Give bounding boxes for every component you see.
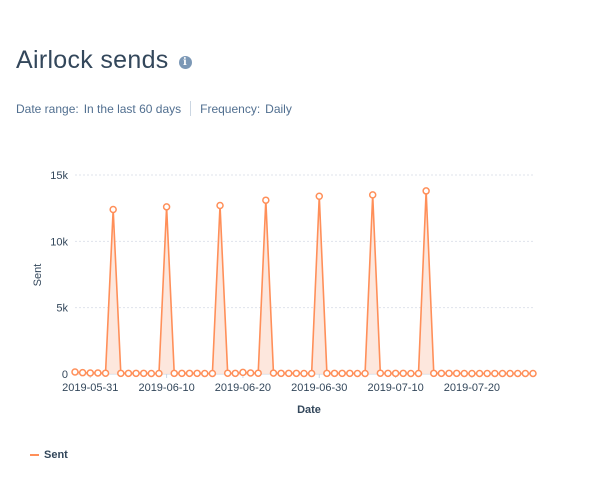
- y-tick-label: 15k: [50, 170, 68, 182]
- data-point: [262, 196, 270, 204]
- data-point: [231, 369, 240, 378]
- filter-divider: [190, 101, 192, 116]
- data-point: [368, 191, 377, 199]
- x-tick-label: 2019-07-10: [367, 382, 423, 394]
- data-point: [292, 369, 301, 378]
- data-point: [109, 205, 117, 214]
- data-point: [437, 369, 446, 378]
- data-point: [391, 369, 400, 378]
- data-point: [94, 369, 102, 377]
- data-point: [353, 369, 362, 378]
- data-point: [430, 369, 438, 378]
- data-point: [475, 369, 484, 378]
- data-point: [201, 369, 209, 378]
- title-text: Airlock sends: [16, 46, 169, 74]
- data-point: [208, 369, 217, 378]
- data-point: [185, 369, 194, 378]
- data-point: [361, 369, 369, 378]
- y-tick-label: 5k: [56, 303, 68, 315]
- data-point: [155, 369, 163, 378]
- data-point: [71, 368, 79, 376]
- data-point: [246, 369, 255, 377]
- data-point: [216, 201, 224, 210]
- data-point: [460, 369, 469, 378]
- data-point: [124, 369, 133, 378]
- y-axis-title: Sent: [32, 264, 44, 287]
- legend-swatch-sent: [30, 454, 39, 456]
- data-point: [468, 369, 476, 378]
- x-tick-label: 2019-06-30: [291, 382, 347, 394]
- data-point: [338, 369, 346, 378]
- series-line-sent: [74, 190, 533, 375]
- data-point: [147, 369, 156, 378]
- data-point: [277, 369, 285, 378]
- data-point: [254, 369, 262, 377]
- chart-legend: Sent: [30, 449, 68, 461]
- x-tick-label: 2019-05-31: [62, 382, 118, 394]
- data-point: [414, 369, 423, 378]
- data-point: [239, 368, 247, 377]
- data-point: [117, 369, 125, 378]
- date-range-label: Date range:: [16, 101, 79, 116]
- data-point: [162, 203, 171, 211]
- date-range-value[interactable]: In the last 60 days: [83, 101, 182, 116]
- data-point: [376, 369, 385, 377]
- info-icon[interactable]: i: [178, 56, 192, 69]
- frequency-value[interactable]: Daily: [265, 101, 292, 116]
- data-point: [521, 369, 530, 378]
- filter-bar: Date range: In the last 60 days Frequenc…: [16, 101, 292, 116]
- data-point: [223, 369, 232, 377]
- data-point: [330, 369, 339, 378]
- data-point: [452, 369, 461, 378]
- legend-label-sent[interactable]: Sent: [44, 449, 68, 461]
- data-point: [193, 369, 201, 378]
- y-tick-label: 0: [62, 369, 68, 381]
- data-point: [529, 369, 537, 378]
- frequency-label: Frequency:: [200, 101, 261, 116]
- data-point: [284, 369, 293, 378]
- data-point: [407, 369, 415, 378]
- data-point: [384, 369, 392, 378]
- data-point: [132, 369, 140, 378]
- data-point: [491, 369, 499, 378]
- page-title: Airlock sends i: [16, 46, 192, 75]
- x-tick-label: 2019-06-20: [215, 382, 271, 394]
- data-point: [170, 369, 178, 378]
- data-point: [315, 192, 324, 200]
- data-point: [300, 369, 308, 378]
- data-point: [346, 369, 354, 378]
- x-tick-label: 2019-07-20: [444, 382, 500, 394]
- data-point: [498, 369, 507, 378]
- x-axis-title: Date: [297, 404, 321, 416]
- data-point: [399, 369, 407, 378]
- data-point: [506, 369, 514, 378]
- data-point: [422, 187, 430, 195]
- data-point: [269, 369, 278, 377]
- data-point: [323, 369, 331, 378]
- data-point: [101, 369, 110, 377]
- data-point: [307, 369, 316, 378]
- data-point: [483, 369, 491, 378]
- data-point: [513, 369, 522, 378]
- data-point: [78, 368, 87, 377]
- series-area-sent: [75, 190, 533, 374]
- data-point: [445, 369, 453, 378]
- y-tick-label: 10k: [50, 236, 68, 248]
- data-point: [178, 369, 186, 378]
- data-point: [86, 369, 95, 377]
- data-point: [139, 369, 148, 378]
- x-tick-label: 2019-06-10: [138, 382, 194, 394]
